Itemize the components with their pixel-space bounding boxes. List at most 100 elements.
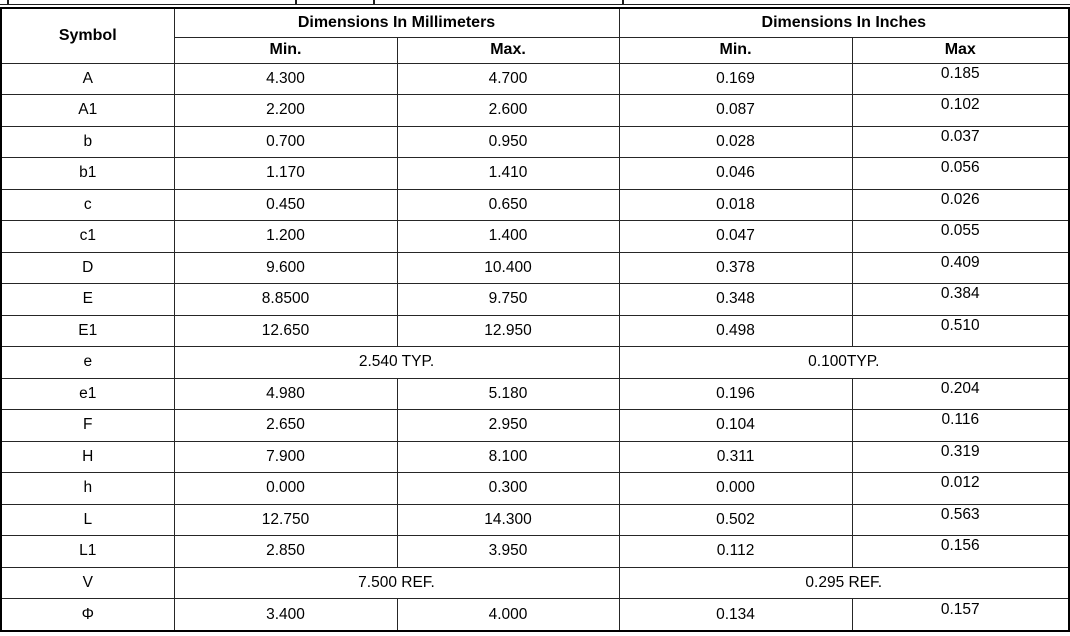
symbol-cell-value: L: [83, 510, 93, 528]
symbol-cell: e1: [0, 377, 175, 410]
in-max-cell: 0.156: [851, 535, 1070, 568]
table-row: L 12.750 14.300 0.502 0.563: [0, 503, 1070, 536]
in-min-cell: 0.000: [618, 472, 853, 505]
mm-max-cell: 2.950: [396, 409, 620, 442]
minmax-header-row: Min. Max. Min. Max: [1, 36, 1070, 64]
symbol-cell: H: [0, 440, 175, 473]
in-min-cell-value: 0.311: [716, 447, 755, 465]
package-dimensions-table: Symbol Dimensions In Millimeters Dimensi…: [0, 7, 1070, 632]
mm-min-cell-value: 8.8500: [261, 290, 310, 308]
in-max-cell-value: 0.157: [940, 600, 980, 618]
table-row: L1 2.850 3.950 0.112 0.156: [0, 535, 1070, 568]
symbol-cell: V: [0, 566, 175, 599]
in-min-cell: 0.112: [618, 535, 853, 568]
mm-max-cell-value: 8.100: [488, 447, 528, 465]
in-max-cell-value: 0.319: [940, 442, 980, 460]
in-min-cell: 0.169: [618, 62, 853, 95]
in-max-cell: 0.157: [851, 598, 1070, 632]
symbol-cell-value: V: [82, 573, 93, 591]
table-row: e1 4.980 5.180 0.196 0.204: [0, 377, 1070, 410]
table-row: b1 1.170 1.410 0.046 0.056: [0, 157, 1070, 190]
mm-span-cell-value: 2.540 TYP.: [358, 353, 435, 371]
mm-max-cell: 5.180: [396, 377, 620, 410]
symbol-cell-value: E: [82, 290, 93, 308]
mm-min-cell-value: 4.980: [266, 384, 305, 402]
in-min-cell-value: 0.169: [716, 69, 755, 87]
in-max-cell: 0.510: [851, 314, 1070, 347]
in-span-cell-value: 0.295 REF.: [805, 573, 883, 591]
mm-max-column-header: Max.: [396, 36, 620, 64]
in-max-cell: 0.012: [851, 472, 1070, 505]
in-max-cell-value: 0.026: [940, 190, 980, 208]
in-min-cell: 0.348: [618, 283, 853, 316]
in-min-cell: 0.046: [618, 157, 853, 190]
symbol-cell: h: [0, 472, 175, 505]
in-min-cell-value: 0.047: [716, 227, 755, 245]
mm-min-cell-value: 12.750: [261, 510, 310, 528]
mm-max-cell-value: 1.400: [488, 227, 528, 245]
remnant-divider-line: [373, 0, 375, 4]
in-max-cell: 0.116: [851, 409, 1070, 442]
mm-max-cell: 4.000: [396, 598, 620, 632]
in-max-cell-value: 0.510: [940, 316, 980, 334]
mm-span-cell-value: 7.500 REF.: [358, 573, 435, 591]
mm-max-cell: 8.100: [396, 440, 620, 473]
symbol-cell: A: [0, 62, 175, 95]
symbol-cell-value: e1: [79, 384, 97, 402]
in-min-cell-value: 0.502: [716, 510, 755, 528]
in-min-cell: 0.104: [618, 409, 853, 442]
symbol-cell-value: e: [83, 353, 93, 371]
symbol-cell-value: b1: [79, 164, 97, 182]
mm-max-cell-value: 0.300: [488, 479, 528, 497]
mm-min-cell: 1.170: [173, 157, 398, 190]
symbol-cell-value: A: [82, 69, 93, 87]
mm-min-cell-value: 1.170: [266, 164, 305, 182]
in-min-cell: 0.498: [618, 314, 853, 347]
mm-span-cell: 7.500 REF.: [173, 566, 620, 599]
table-row: V 7.500 REF. 0.295 REF.: [0, 566, 1070, 599]
in-min-cell: 0.047: [618, 220, 853, 253]
mm-max-cell-value: 10.400: [484, 258, 532, 276]
mm-max-cell: 0.650: [396, 188, 620, 221]
in-max-cell-value: 0.156: [940, 537, 980, 555]
symbol-cell-value: b: [83, 132, 93, 150]
mm-max-cell: 2.600: [396, 94, 620, 127]
table-row: e 2.540 TYP. 0.100TYP.: [0, 346, 1070, 379]
in-max-cell: 0.102: [851, 94, 1070, 127]
in-min-cell: 0.378: [618, 251, 853, 284]
mm-max-cell-value: 4.700: [488, 69, 528, 87]
in-min-cell-value: 0.134: [716, 605, 755, 623]
mm-min-cell-value: 2.850: [266, 542, 305, 560]
in-min-cell: 0.196: [618, 377, 853, 410]
symbol-cell-value: H: [82, 447, 94, 465]
mm-min-cell: 2.650: [173, 409, 398, 442]
mm-min-cell: 0.450: [173, 188, 398, 221]
in-min-cell-value: 0.018: [716, 195, 755, 213]
in-max-cell-value: 0.563: [940, 505, 980, 523]
in-min-cell-value: 0.348: [716, 290, 755, 308]
mm-min-cell: 7.900: [173, 440, 398, 473]
mm-max-cell-value: 9.750: [488, 290, 528, 308]
in-max-cell: 0.037: [851, 125, 1070, 158]
in-min-column-header: Min.: [618, 36, 853, 64]
in-max-cell-value: 0.116: [941, 411, 980, 429]
in-min-cell-value: 0.196: [716, 384, 755, 402]
mm-min-cell: 1.200: [173, 220, 398, 253]
mm-max-cell-value: 12.950: [484, 321, 532, 339]
mm-min-cell: 0.700: [173, 125, 398, 158]
mm-min-cell: 2.850: [173, 535, 398, 568]
mm-min-cell-value: 2.200: [266, 101, 305, 119]
in-min-cell-value: 0.046: [716, 164, 755, 182]
mm-min-cell-value: 2.650: [266, 416, 305, 434]
in-max-cell: 0.185: [851, 62, 1070, 95]
in-max-cell-value: 0.056: [940, 159, 980, 177]
mm-min-cell-value: 7.900: [266, 447, 305, 465]
symbol-cell: L: [0, 503, 175, 536]
mm-max-cell: 1.410: [396, 157, 620, 190]
table-row: E 8.8500 9.750 0.348 0.384: [0, 283, 1070, 316]
symbol-cell: c: [0, 188, 175, 221]
symbol-cell: E1: [0, 314, 175, 347]
table-row: H 7.900 8.100 0.311 0.319: [0, 440, 1070, 473]
mm-max-cell: 9.750: [396, 283, 620, 316]
mm-min-cell: 3.400: [173, 598, 398, 632]
